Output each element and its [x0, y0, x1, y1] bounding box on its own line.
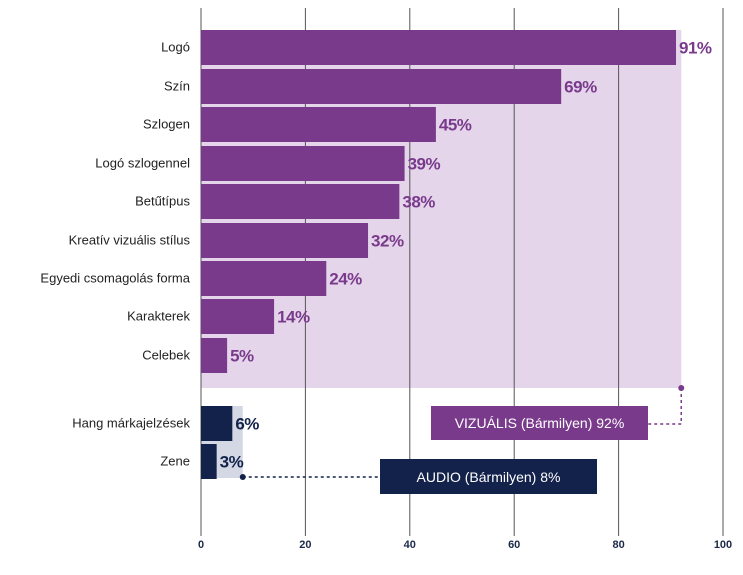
bar — [201, 406, 233, 441]
callout-audio-text: AUDIO (Bármilyen) 8% — [416, 468, 561, 485]
leader-audio-dot — [239, 474, 246, 480]
value-label: 91% — [679, 39, 712, 58]
x-tick-label: 0 — [198, 539, 204, 551]
bar — [201, 107, 436, 142]
callout-visual-total: VIZUÁLIS (Bármilyen) 92% — [431, 406, 648, 440]
bar — [201, 30, 677, 65]
category-label: Logó — [161, 40, 190, 55]
x-tick-label: 40 — [404, 539, 416, 551]
value-label: 39% — [408, 155, 441, 174]
value-label: 24% — [329, 270, 362, 289]
category-label: Karakterek — [127, 309, 190, 324]
callout-audio-total: AUDIO (Bármilyen) 8% — [380, 459, 597, 494]
leader-visual — [648, 388, 682, 425]
bar — [201, 184, 400, 219]
callout-visual-text: VIZUÁLIS (Bármilyen) 92% — [454, 415, 625, 431]
category-label: Kreatív vizuális stílus — [69, 233, 191, 248]
value-label: 3% — [220, 453, 244, 472]
category-label: Szín — [164, 79, 190, 94]
x-tick-label: 60 — [508, 539, 520, 551]
bar — [201, 69, 562, 104]
x-tick-label: 20 — [299, 539, 311, 551]
bar — [201, 299, 275, 334]
bar — [201, 338, 228, 373]
leader-visual-dot — [678, 385, 685, 391]
value-label: 69% — [564, 78, 597, 97]
bar — [201, 261, 327, 296]
category-label: Zene — [160, 454, 190, 469]
category-label: Hang márkajelzések — [72, 416, 190, 431]
x-tick-label: 80 — [612, 539, 624, 551]
value-label: 14% — [277, 308, 310, 327]
category-label: Logó szlogennel — [95, 156, 190, 171]
category-label: Betűtípus — [135, 194, 190, 209]
x-tick-label: 100 — [714, 539, 732, 551]
value-label: 32% — [371, 232, 404, 251]
value-label: 38% — [402, 193, 435, 212]
value-label: 45% — [439, 116, 472, 135]
category-label: Celebek — [142, 348, 190, 363]
bar — [201, 223, 369, 258]
category-label: Egyedi csomagolás forma — [40, 271, 190, 286]
bar — [201, 146, 405, 181]
value-label: 6% — [235, 415, 259, 434]
category-label: Szlogen — [143, 117, 190, 132]
bar — [201, 444, 217, 479]
value-label: 5% — [230, 347, 254, 366]
